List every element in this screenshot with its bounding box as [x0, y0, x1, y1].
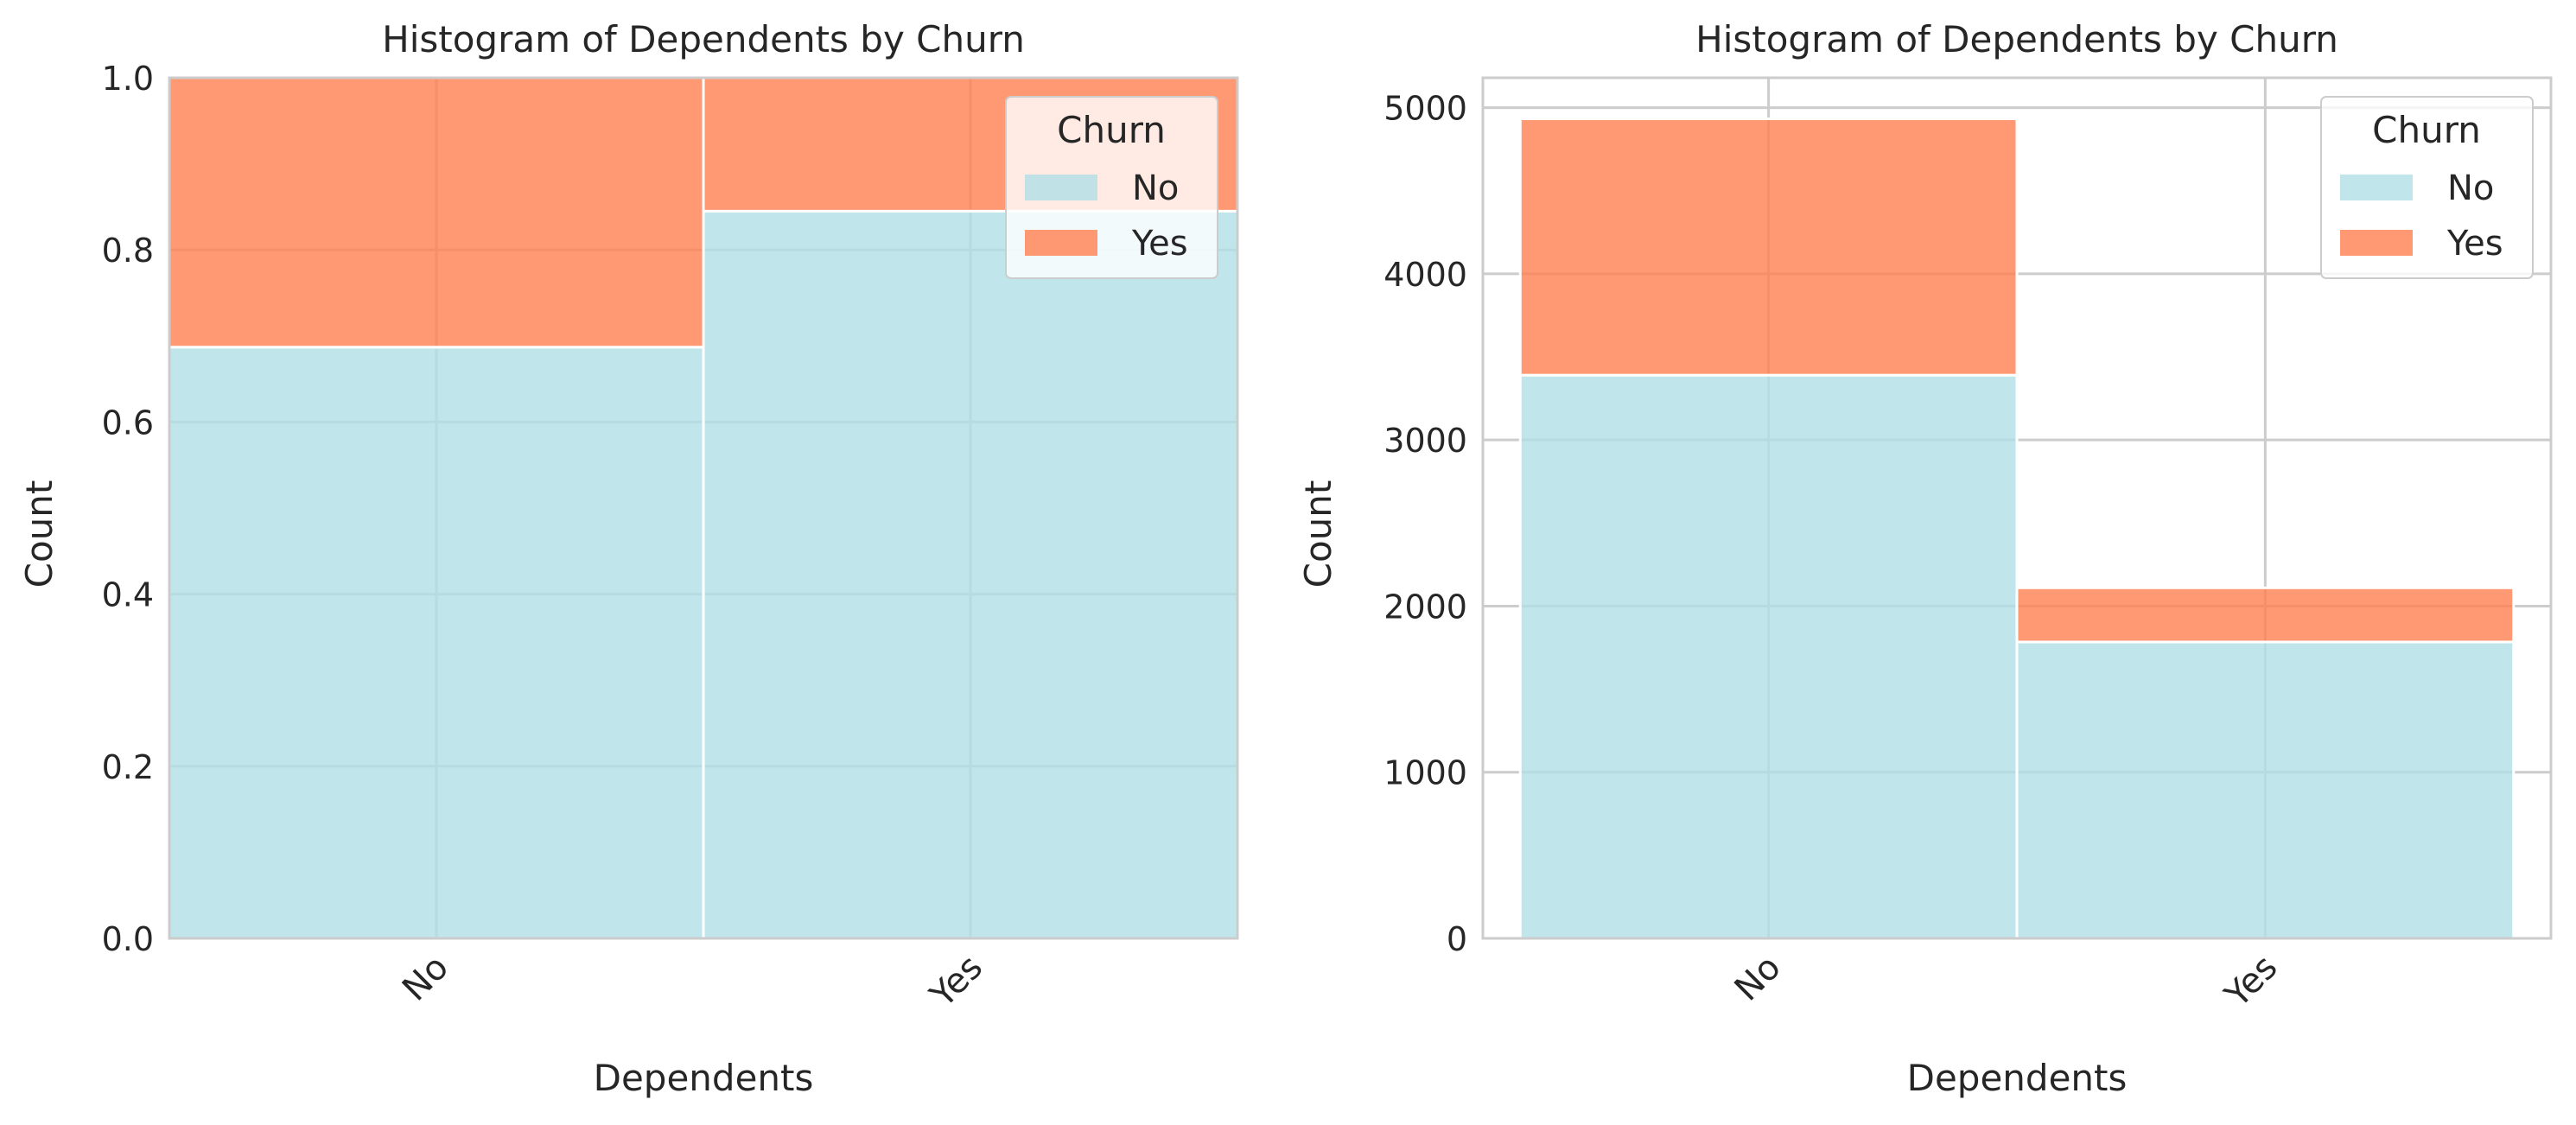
- chart-title: Histogram of Dependents by Churn: [382, 18, 1025, 60]
- y-tick-label: 2000: [1383, 588, 1467, 626]
- x-axis-label: Dependents: [594, 1057, 814, 1099]
- legend-label-yes: Yes: [2446, 224, 2503, 264]
- y-tick-label: 0.0: [102, 920, 154, 958]
- bar-no-yes: [1518, 117, 2019, 377]
- legend-swatch-yes: [1025, 230, 1097, 256]
- chart-panel-left: 0.0 0.2 0.4 0.6 0.8 1.0 No Yes Histogram of De…: [18, 18, 1239, 1099]
- legend-swatch-no: [2340, 175, 2413, 200]
- y-tick-label: 0.6: [102, 404, 154, 442]
- x-axis-label: Dependents: [1907, 1057, 2128, 1099]
- y-ticks-right: 0 1000 2000 3000 4000 5000: [1383, 90, 1467, 958]
- legend-title: Churn: [1057, 109, 1166, 151]
- legend-right: Churn No Yes: [2320, 96, 2534, 279]
- bar-no-no: [168, 346, 705, 940]
- y-tick-label: 1.0: [102, 60, 154, 98]
- y-tick-label: 0.4: [102, 576, 154, 614]
- legend-label-no: No: [1132, 168, 1179, 208]
- bar-no-no: [1518, 373, 2019, 940]
- legend-label-no: No: [2447, 168, 2494, 208]
- y-axis-label: Count: [1297, 480, 1339, 588]
- y-tick-label: 5000: [1383, 90, 1467, 128]
- chart-panel-right: 0 1000 2000 3000 4000 5000 No Yes Histogram of…: [1297, 18, 2553, 1099]
- bar-yes-no: [2015, 640, 2516, 940]
- y-tick-label: 1000: [1383, 754, 1467, 792]
- y-ticks-left: 0.0 0.2 0.4 0.6 0.8 1.0: [102, 60, 154, 958]
- bar-no-yes: [168, 76, 705, 349]
- y-axis-label: Count: [18, 480, 60, 588]
- chart-title: Histogram of Dependents by Churn: [1695, 18, 2338, 60]
- plot-frame-left: [168, 76, 1239, 940]
- y-tick-label: 0.8: [102, 232, 154, 270]
- legend-label-yes: Yes: [1131, 224, 1188, 264]
- legend-title: Churn: [2372, 109, 2481, 151]
- legend-swatch-yes: [2340, 230, 2413, 256]
- bars-right: [1518, 117, 2516, 940]
- y-tick-label: 0.2: [102, 748, 154, 786]
- legend-left: Churn No Yes: [1005, 96, 1218, 279]
- bar-yes-no: [702, 209, 1239, 940]
- plot-frame-right: [1481, 76, 2553, 940]
- bars-left: [168, 76, 1239, 940]
- bar-yes-yes: [2015, 586, 2516, 644]
- y-tick-label: 0: [1447, 920, 1467, 958]
- legend-swatch-no: [1025, 175, 1097, 200]
- y-tick-label: 3000: [1383, 422, 1467, 460]
- y-tick-label: 4000: [1383, 256, 1467, 294]
